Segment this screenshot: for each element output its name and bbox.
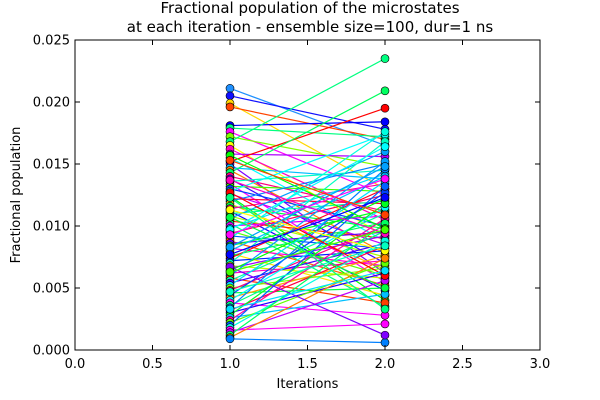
series-line-17 <box>229 90 386 174</box>
series-line-1 <box>229 95 386 130</box>
data-point-89-0 <box>225 205 235 215</box>
series-line-26 <box>229 195 386 301</box>
data-point-83-1 <box>380 253 390 263</box>
series-line-8 <box>229 58 386 143</box>
series-layer <box>229 58 386 344</box>
series-line-67 <box>229 255 386 299</box>
series-line-4 <box>229 121 386 127</box>
chart-title-line-2: at each iteration - ensemble size=100, d… <box>127 18 494 36</box>
series-line-97 <box>229 178 386 236</box>
series-line-24 <box>229 133 386 192</box>
series-line-72 <box>229 245 386 311</box>
series-line-93 <box>229 196 386 256</box>
x-tick-label-2: 1.0 <box>220 357 241 372</box>
series-line-28 <box>229 163 386 202</box>
series-line-98 <box>229 229 386 273</box>
series-line-2 <box>229 102 386 190</box>
series-line-88 <box>229 266 386 336</box>
data-point-98-0 <box>225 267 235 277</box>
data-point-94-0 <box>225 287 235 297</box>
series-line-16 <box>229 169 386 254</box>
data-point-91-0 <box>225 175 235 185</box>
data-point-1-0 <box>225 91 235 101</box>
y-tick-label-1: 0.005 <box>33 282 70 297</box>
series-line-0 <box>229 87 386 146</box>
data-point-88-1 <box>380 330 390 340</box>
chart-title-line-1: Fractional population of the microstates <box>160 0 459 17</box>
data-point-96-0 <box>225 193 235 202</box>
y-tick-label-5: 0.025 <box>33 34 70 49</box>
data-point-92-0 <box>225 213 235 222</box>
series-line-69 <box>229 302 386 316</box>
x-tick-label-6: 3.0 <box>530 357 551 372</box>
series-line-86 <box>229 191 386 277</box>
y-tick-label-2: 0.010 <box>33 220 70 235</box>
series-line-71 <box>229 168 386 309</box>
data-point-99-1 <box>380 266 390 275</box>
series-line-85 <box>229 154 386 230</box>
series-line-39 <box>229 173 386 230</box>
series-line-38 <box>229 215 386 227</box>
series-line-84 <box>229 338 386 344</box>
series-line-78 <box>229 185 386 326</box>
series-line-95 <box>229 159 386 216</box>
series-line-37 <box>229 222 386 308</box>
data-point-80-1 <box>380 319 390 329</box>
data-point-90-0 <box>225 242 235 252</box>
series-line-61 <box>229 242 386 284</box>
data-point-17-1 <box>380 86 390 96</box>
data-point-97-1 <box>380 174 390 184</box>
series-line-80 <box>229 323 386 331</box>
y-axis-label: Fractional population <box>9 127 24 264</box>
series-line-96 <box>229 196 386 310</box>
series-line-99 <box>229 270 386 310</box>
data-point-87-1 <box>380 142 390 151</box>
series-line-79 <box>229 240 386 329</box>
series-line-51 <box>229 188 386 259</box>
data-point-90-1 <box>380 162 390 171</box>
series-line-82 <box>229 223 386 336</box>
series-line-83 <box>229 257 386 339</box>
series-line-74 <box>229 203 386 316</box>
tick-layer: 0.0 0.5 1.0 1.5 2.0 2.5 3.0 0.000 0.005 0.010 0.01… <box>33 34 551 373</box>
data-point-43-1 <box>380 127 390 137</box>
x-tick-label-0: 0.0 <box>65 357 86 372</box>
plot-area-frame <box>74 39 541 351</box>
data-point-3-0 <box>225 102 235 112</box>
data-point-94-1 <box>380 241 390 251</box>
series-line-12 <box>229 157 386 242</box>
data-point-92-1 <box>380 283 390 293</box>
series-line-43 <box>229 131 386 239</box>
series-line-3 <box>229 106 386 140</box>
series-line-20 <box>229 169 386 182</box>
data-point-13-1 <box>380 103 390 113</box>
data-point-97-0 <box>225 230 235 239</box>
data-point-96-1 <box>380 304 390 314</box>
x-tick-label-3: 1.5 <box>297 357 318 372</box>
series-line-94 <box>229 245 386 293</box>
data-point-0-0 <box>225 84 235 93</box>
y-tick-label-3: 0.015 <box>33 158 70 173</box>
marker-layer <box>225 54 390 347</box>
data-point-99-0 <box>225 304 235 314</box>
data-point-8-1 <box>380 54 390 63</box>
y-tick-label-0: 0.000 <box>33 344 70 359</box>
y-tick-label-4: 0.020 <box>33 96 70 111</box>
data-point-78-1 <box>380 182 390 191</box>
data-point-95-0 <box>225 155 235 165</box>
x-tick-label-1: 0.5 <box>142 357 163 372</box>
series-line-13 <box>229 107 386 163</box>
x-tick-label-4: 2.0 <box>375 357 396 372</box>
series-line-11 <box>229 153 386 158</box>
data-point-98-1 <box>380 225 390 235</box>
data-point-93-0 <box>225 250 235 259</box>
data-point-4-1 <box>380 117 390 127</box>
data-point-84-0 <box>225 334 235 344</box>
series-line-53 <box>229 141 386 264</box>
data-point-95-1 <box>380 210 390 220</box>
data-point-93-1 <box>380 193 390 202</box>
x-axis-label: Iterations <box>277 377 339 392</box>
x-tick-label-5: 2.5 <box>452 357 473 372</box>
